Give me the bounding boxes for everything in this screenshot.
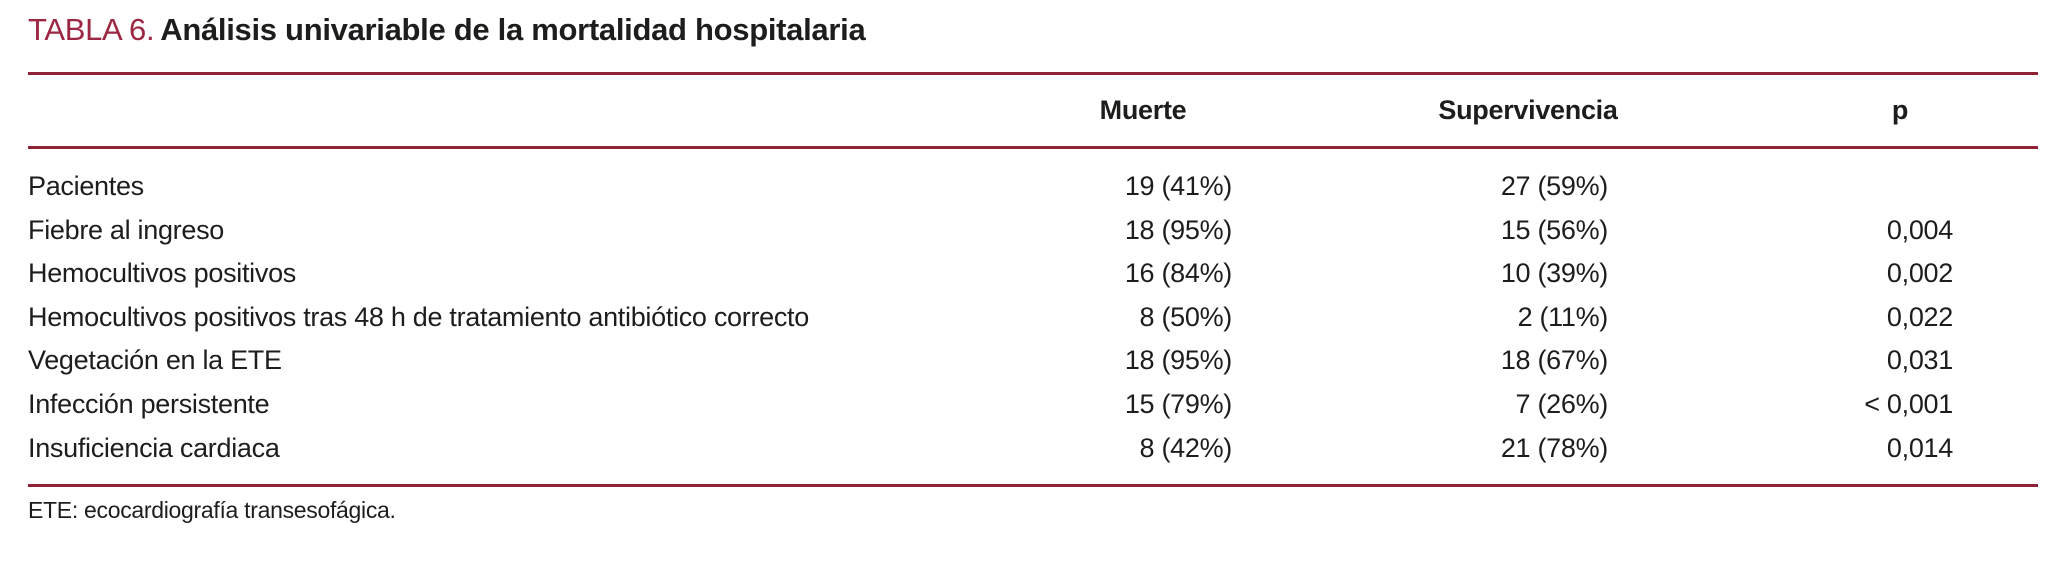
header-row: Muerte Supervivencia p [28,75,2038,149]
cell-muerte: 18 (95%) [1124,345,1232,376]
column-header-muerte: Muerte [1058,75,1258,149]
cell-muerte: 8 (42%) [1139,432,1233,463]
cell-muerte: 19 (41%) [1124,171,1232,201]
column-header-p: p [1638,75,2038,149]
table-row: Infección persistente 15 (79%) 7 (26%) <… [28,383,2038,427]
row-label: Hemocultivos positivos tras 48 h de trat… [28,301,809,332]
cell-supervivencia: 27 (59%) [1500,171,1608,201]
cell-p-value: 0,031 [1886,345,1953,376]
row-label: Pacientes [28,171,144,201]
column-header-label [28,75,1058,149]
table-row: Fiebre al ingreso 18 (95%) 15 (56%) 0,00… [28,209,2038,253]
univariable-analysis-table: Muerte Supervivencia p Pacientes 19 (41%… [28,75,2038,488]
cell-supervivencia: 21 (78%) [1500,432,1608,463]
row-label: Hemocultivos positivos [28,258,297,289]
table-footnote: ETE: ecocardiografía transesofágica. [28,497,396,524]
table-title-text: Análisis univariable de la mortalidad ho… [160,12,866,47]
cell-muerte: 18 (95%) [1124,214,1232,245]
cell-supervivencia: 7 (26%) [1515,388,1609,419]
table-row: Pacientes 19 (41%) 27 (59%) [28,148,2038,209]
cell-p-value: 0,002 [1886,258,1953,289]
cell-p-value: < 0,001 [1864,388,1953,419]
table-row: Vegetación en la ETE 18 (95%) 18 (67%) 0… [28,339,2038,383]
cell-muerte: 16 (84%) [1124,258,1232,289]
cell-supervivencia: 2 (11%) [1517,301,1609,332]
cell-p-value: 0,004 [1886,214,1953,245]
top-rule [28,72,2038,75]
cell-muerte: 8 (50%) [1139,301,1233,332]
table-row: Hemocultivos positivos tras 48 h de trat… [28,296,2038,340]
row-label: Fiebre al ingreso [28,214,225,245]
table-row: Hemocultivos positivos 16 (84%) 10 (39%)… [28,252,2038,296]
row-label: Infección persistente [28,388,270,419]
row-label: Vegetación en la ETE [28,345,282,376]
table-title: TABLA 6. Análisis univariable de la morta… [28,12,2038,48]
cell-supervivencia: 15 (56%) [1500,214,1608,245]
cell-muerte: 15 (79%) [1124,388,1232,419]
cell-supervivencia: 10 (39%) [1500,258,1608,289]
cell-p-value [1638,148,2038,209]
column-header-supervivencia: Supervivencia [1258,75,1638,149]
cell-p-value: 0,022 [1886,301,1953,332]
cell-supervivencia: 18 (67%) [1500,345,1608,376]
table-row: Insuficiencia cardiaca 8 (42%) 21 (78%) … [28,427,2038,486]
table-number-label: TABLA 6. [28,12,155,47]
cell-p-value: 0,014 [1886,432,1953,463]
row-label: Insuficiencia cardiaca [28,432,280,463]
